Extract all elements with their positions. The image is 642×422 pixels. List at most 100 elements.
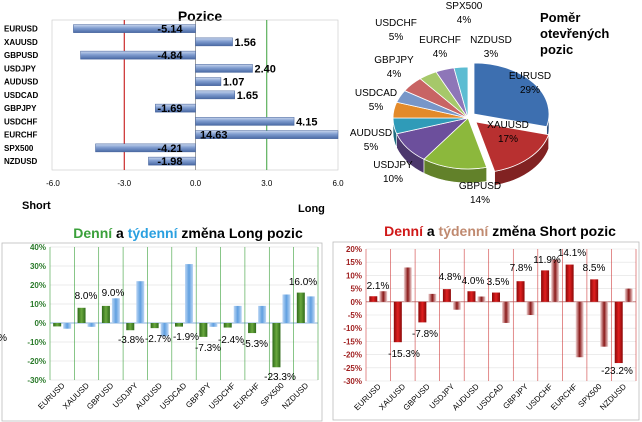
pie-label-pct-usdjpy: 10% — [383, 174, 403, 185]
position-category-eurusd: EURUSD — [4, 25, 38, 34]
pie-label-name-eurusd: EURUSD — [509, 71, 551, 82]
position-value-usdchf: 4.15 — [296, 116, 317, 128]
short-change-chart: Denní a týdenní změna Short pozic -30% -2… — [332, 223, 640, 421]
pie-label-pct-eurusd: 29% — [520, 85, 540, 96]
long-y-tick: 30% — [30, 262, 46, 271]
long-value-label-audusd: -2.7% — [145, 334, 171, 345]
positions-x-tick: 0.0 — [190, 179, 202, 188]
pie-label-name-spx500: SPX500 — [446, 1, 483, 12]
pie-slice-nzdusd — [453, 66, 469, 119]
long-weekly-bar-nzdusd — [306, 296, 315, 323]
position-bar-eurusd — [73, 24, 196, 33]
short-y-tick: -30% — [343, 377, 362, 386]
pie-label-pct-xauusd: 17% — [498, 134, 518, 145]
short-daily-bar-spx500 — [590, 279, 599, 302]
long-weekly-bar-spx500 — [282, 294, 291, 323]
short-label: Short — [22, 200, 51, 212]
long-value-label-usdjpy: -3.8% — [118, 335, 144, 346]
long-value-label-eurusd: -1.8% — [0, 333, 7, 344]
short-weekly-bar-usdjpy — [452, 301, 461, 310]
long-label: Long — [298, 203, 325, 215]
pie-label-pct-nzdusd: 3% — [484, 49, 499, 60]
short-title-weekly: týdenní — [439, 223, 490, 239]
short-weekly-bar-nzdusd — [624, 288, 633, 302]
pie-title-line-3: pozic — [540, 42, 573, 57]
position-category-audusd: AUDUSD — [4, 78, 38, 87]
short-y-tick: -20% — [343, 351, 362, 360]
long-chart-frame — [1, 242, 323, 422]
long-y-tick: -20% — [27, 357, 46, 366]
position-category-spx500: SPX500 — [4, 144, 34, 153]
long-daily-bar-spx500 — [272, 323, 281, 368]
short-weekly-bar-gbpjpy — [526, 301, 535, 315]
short-title-rest: změna Short pozic — [488, 223, 616, 239]
long-value-label-gbpjpy: -7.3% — [195, 343, 221, 354]
position-value-usdcad: 1.65 — [237, 90, 258, 102]
short-daily-bar-audusd — [467, 291, 476, 302]
short-value-label-spx500: 8.5% — [583, 263, 606, 274]
short-value-label-gbpjpy: 7.8% — [510, 263, 533, 274]
short-daily-bar-gbpjpy — [516, 281, 525, 302]
pie-label-pct-spx500: 4% — [457, 15, 472, 26]
short-y-tick: -15% — [343, 337, 362, 346]
long-weekly-bar-usdchf — [233, 305, 242, 323]
long-value-label-spx500: -23.3% — [264, 372, 296, 383]
short-daily-bar-usdcad — [492, 292, 500, 302]
short-weekly-bar-eurusd — [379, 291, 388, 302]
long-category-eurchf: EURCHF — [232, 381, 262, 411]
long-daily-bar-audusd — [150, 323, 159, 329]
long-weekly-bar-usdcad — [185, 264, 193, 323]
positions-x-tick: -6.0 — [46, 179, 60, 188]
short-y-tick: 15% — [346, 258, 362, 267]
position-value-nzdusd: -1.98 — [157, 156, 182, 168]
positions-title: Pozice — [178, 8, 223, 24]
short-daily-bar-nzdusd — [614, 301, 623, 364]
long-y-tick: 10% — [30, 300, 46, 309]
short-category-usdcad: USDCAD — [475, 382, 505, 412]
short-y-tick: 20% — [346, 245, 362, 254]
position-value-gbpusd: -4.84 — [157, 50, 183, 62]
long-category-gbpusd: GBPUSD — [85, 381, 115, 411]
long-weekly-bar-eurusd — [63, 323, 72, 329]
pie-label-name-usdcad: USDCAD — [355, 88, 397, 99]
pie-slice-eurusd — [473, 62, 550, 128]
long-weekly-bar-audusd — [160, 323, 169, 337]
position-bar-eurchf — [195, 130, 339, 139]
pie-label-pct-gbpusd: 14% — [470, 195, 490, 206]
short-daily-bar-usdchf — [541, 270, 550, 302]
short-value-label-audusd: 4.0% — [462, 276, 485, 287]
positions-x-tick: 3.0 — [261, 179, 273, 188]
pie-label-name-gbpusd: GBPUSD — [459, 181, 501, 192]
short-weekly-bar-spx500 — [600, 301, 609, 347]
pie-label-pct-audusd: 5% — [364, 142, 379, 153]
position-category-nzdusd: NZDUSD — [4, 157, 38, 166]
short-value-label-nzdusd: -23.2% — [601, 366, 633, 377]
long-title-daily: Denní — [73, 225, 113, 241]
long-y-tick: -10% — [27, 338, 46, 347]
pie-slice-gbpusd — [423, 117, 488, 170]
long-value-label-usdcad: -1.9% — [173, 332, 199, 343]
position-category-gbpjpy: GBPJPY — [4, 104, 37, 113]
short-y-tick: 10% — [346, 271, 362, 280]
short-weekly-bar-xauusd — [403, 267, 412, 302]
position-value-eurusd: -5.14 — [157, 24, 183, 36]
pie-label-name-usdjpy: USDJPY — [373, 160, 413, 171]
short-weekly-bar-eurchf — [575, 301, 584, 358]
position-category-usdchf: USDCHF — [4, 117, 37, 126]
short-weekly-bar-usdcad — [502, 301, 510, 323]
short-value-label-eurchf: 14.1% — [558, 248, 586, 259]
positions-plot-frame — [51, 19, 339, 171]
pie-label-name-nzdusd: NZDUSD — [470, 35, 512, 46]
short-value-label-gbpusd: -7.8% — [412, 329, 438, 340]
long-daily-bar-usdjpy — [126, 323, 135, 331]
short-value-label-xauusd: -15.3% — [388, 349, 420, 360]
short-category-eurchf: EURCHF — [549, 382, 579, 412]
pie-slice-xauusd — [475, 121, 550, 172]
long-weekly-bar-usdjpy — [136, 281, 145, 323]
position-bar-spx500 — [95, 143, 196, 153]
short-weekly-bar-gbpusd — [428, 293, 437, 302]
long-value-label-usdchf: -2.4% — [218, 335, 244, 346]
position-category-eurchf: EURCHF — [4, 131, 37, 140]
position-bar-xauusd — [195, 37, 233, 47]
